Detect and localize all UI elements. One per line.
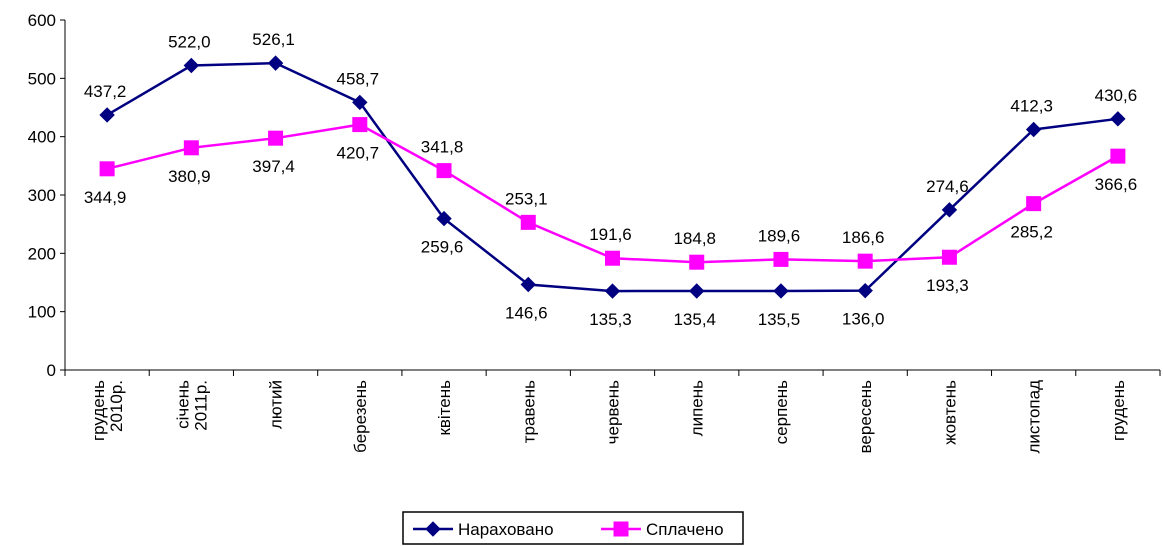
- x-tick-label: жовтень: [940, 380, 959, 445]
- legend-marker: [613, 521, 629, 537]
- legend-box: [402, 511, 744, 545]
- data-label-splacheno: 184,8: [673, 229, 716, 248]
- data-point-splacheno: [183, 140, 199, 156]
- data-point-narakhovano: [1110, 111, 1126, 127]
- y-tick-label: 200: [28, 244, 56, 263]
- y-tick-label: 0: [47, 361, 56, 380]
- data-label-narakhovano: 135,5: [758, 310, 801, 329]
- data-point-splacheno: [857, 253, 873, 269]
- data-point-narakhovano: [941, 202, 958, 218]
- data-point-splacheno: [773, 251, 789, 267]
- data-label-narakhovano: 274,6: [926, 177, 969, 196]
- data-label-splacheno: 193,3: [926, 276, 969, 295]
- data-label-splacheno: 341,8: [421, 138, 464, 157]
- x-tick-label: серпень: [772, 380, 791, 444]
- data-label-splacheno: 191,6: [589, 225, 632, 244]
- data-label-splacheno: 420,7: [337, 144, 380, 163]
- y-tick-label: 600: [28, 11, 56, 30]
- data-label-narakhovano: 430,6: [1095, 86, 1138, 105]
- data-point-splacheno: [520, 214, 536, 230]
- data-point-splacheno: [99, 161, 115, 177]
- x-tick-label: лютий: [267, 380, 286, 429]
- x-tick-label: вересень: [856, 380, 875, 454]
- data-point-narakhovano: [352, 94, 368, 111]
- data-label-narakhovano: 136,0: [842, 310, 885, 329]
- data-point-narakhovano: [99, 107, 115, 123]
- data-point-splacheno: [352, 117, 368, 133]
- data-label-narakhovano: 458,7: [337, 69, 380, 88]
- x-tick-label: січень2011р.: [173, 380, 210, 431]
- data-label-splacheno: 285,2: [1010, 223, 1053, 242]
- x-tick-label: червень: [604, 380, 623, 444]
- data-label-splacheno: 344,9: [84, 188, 127, 207]
- data-label-splacheno: 366,6: [1095, 175, 1138, 194]
- data-point-narakhovano: [183, 57, 200, 74]
- data-point-narakhovano: [857, 282, 873, 299]
- x-tick-label: березень: [351, 380, 370, 453]
- data-point-splacheno: [605, 250, 620, 266]
- data-label-splacheno: 189,6: [758, 226, 801, 245]
- data-label-narakhovano: 526,1: [252, 30, 295, 49]
- data-point-narakhovano: [604, 283, 621, 299]
- data-point-narakhovano: [436, 210, 452, 227]
- data-label-narakhovano: 135,3: [589, 310, 632, 329]
- x-tick-label: липень: [688, 380, 707, 436]
- data-point-splacheno: [941, 249, 957, 265]
- data-label-splacheno: 380,9: [168, 167, 211, 186]
- data-point-splacheno: [1110, 148, 1126, 164]
- data-point-narakhovano: [689, 283, 705, 299]
- x-tick-label: грудень: [1109, 380, 1128, 441]
- y-tick-label: 500: [28, 69, 56, 88]
- data-point-splacheno: [268, 130, 284, 146]
- data-point-narakhovano: [773, 283, 789, 299]
- data-label-narakhovano: 135,4: [673, 310, 716, 329]
- x-tick-label: грудень2010р.: [89, 380, 126, 441]
- data-label-narakhovano: 146,6: [505, 303, 548, 322]
- data-point-narakhovano: [520, 276, 536, 293]
- data-label-narakhovano: 259,6: [421, 238, 464, 257]
- data-label-splacheno: 186,6: [842, 228, 885, 247]
- data-point-splacheno: [436, 163, 452, 179]
- data-point-narakhovano: [1025, 121, 1042, 138]
- y-tick-label: 300: [28, 186, 56, 205]
- data-label-narakhovano: 522,0: [168, 33, 211, 52]
- x-tick-label: травень: [519, 380, 538, 443]
- data-point-narakhovano: [267, 55, 284, 71]
- data-label-narakhovano: 412,3: [1010, 96, 1053, 115]
- data-point-splacheno: [689, 254, 705, 270]
- data-label-splacheno: 253,1: [505, 189, 548, 208]
- y-tick-label: 100: [28, 303, 56, 322]
- data-label-narakhovano: 437,2: [84, 82, 127, 101]
- data-label-splacheno: 397,4: [252, 157, 295, 176]
- y-tick-label: 400: [28, 128, 56, 147]
- legend-marker: [425, 521, 441, 537]
- x-tick-label: листопад: [1025, 380, 1044, 454]
- x-tick-label: квітень: [435, 380, 454, 436]
- legend-label: Нараховано: [458, 520, 554, 539]
- legend-label: Сплачено: [646, 520, 724, 539]
- data-point-splacheno: [1026, 196, 1042, 212]
